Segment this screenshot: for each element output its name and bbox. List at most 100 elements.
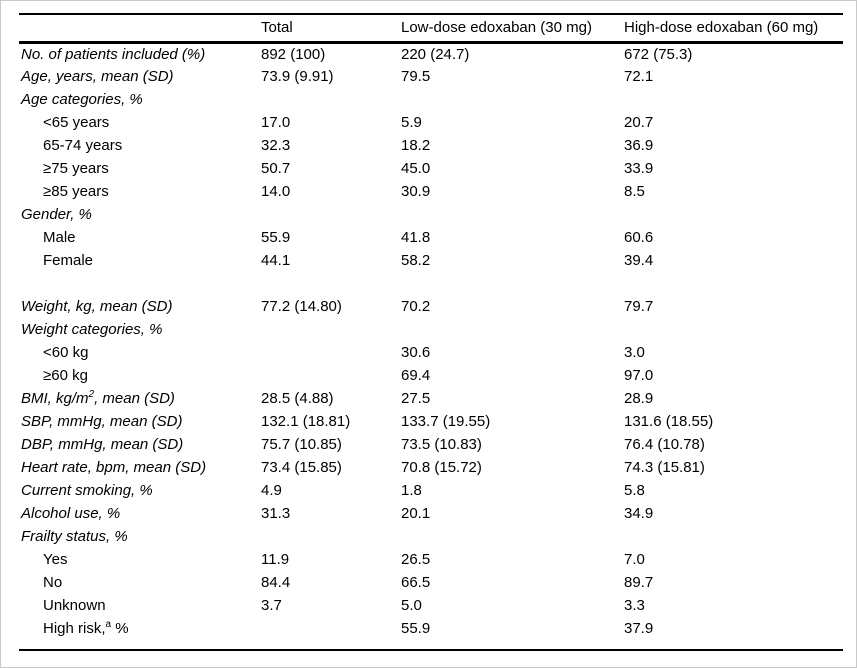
row-label-text: Age, years, mean (SD) (21, 68, 174, 85)
cell-total (261, 341, 401, 364)
row-label: Age categories, % (19, 88, 261, 111)
cell-total: 17.0 (261, 114, 291, 131)
row-label: ≥75 years (19, 157, 261, 180)
cell-total: 32.3 (261, 137, 291, 154)
cell-high-dose (624, 88, 843, 111)
row-label: Male (19, 226, 261, 249)
cell-high-dose: 28.9 (624, 390, 654, 407)
table-row: High risk,a % 55.9 37.9 (19, 617, 843, 640)
row-label: Age, years, mean (SD) (19, 65, 261, 88)
row-label: ≥85 years (19, 180, 261, 203)
cell-total (261, 525, 401, 548)
row-label: ≥60 kg (19, 364, 261, 387)
table-row: Heart rate, bpm, mean (SD) 73.4 (15.85) 70… (19, 456, 843, 479)
row-label: Alcohol use, % (19, 502, 261, 525)
row-label: Female (19, 249, 261, 272)
row-label-suffix: % (111, 620, 129, 637)
row-label-text: Gender, % (21, 206, 92, 223)
cell-total: 4.9 (261, 482, 282, 499)
row-label: No. of patients included (%) (19, 42, 261, 65)
cell-low-dose: 26.5 (401, 551, 431, 568)
table-row: No. of patients included (%) 892 (100) 220… (19, 42, 843, 65)
table-row: SBP, mmHg, mean (SD) 132.1 (18.81) 133.7 (… (19, 410, 843, 433)
cell-total (261, 272, 401, 295)
cell-high-dose: 37.9 (624, 620, 654, 637)
cell-high-dose: 8.5 (624, 183, 645, 200)
row-label-text: ≥85 years (43, 183, 109, 200)
row-label (19, 272, 261, 295)
row-label-suffix: , mean (SD) (94, 390, 175, 407)
table-row: Frailty status, % (19, 525, 843, 548)
row-label: Gender, % (19, 203, 261, 226)
cell-high-dose (624, 318, 843, 341)
row-label-text: Alcohol use, % (21, 505, 121, 522)
cell-high-dose: 79.7 (624, 298, 654, 315)
table-row: Weight categories, % (19, 318, 843, 341)
cell-high-dose: 36.9 (624, 137, 654, 154)
cell-total (261, 364, 401, 387)
cell-high-dose: 33.9 (624, 160, 654, 177)
row-label-text: Yes (43, 551, 68, 568)
cell-high-dose: 131.6 (18.55) (624, 413, 714, 430)
cell-high-dose: 39.4 (624, 252, 654, 269)
row-label: <65 years (19, 111, 261, 134)
cell-low-dose: 220 (24.7) (401, 45, 470, 63)
row-label: Current smoking, % (19, 479, 261, 502)
cell-total: 55.9 (261, 229, 291, 246)
table-row: <65 years 17.0 5.9 20.7 (19, 111, 843, 134)
cell-low-dose: 70.8 (15.72) (401, 459, 482, 476)
cell-low-dose: 30.9 (401, 183, 431, 200)
table-row: Weight, kg, mean (SD) 77.2 (14.80) 70.2 79.… (19, 295, 843, 318)
cell-total: 3.7 (261, 597, 282, 614)
row-label-text: <60 kg (43, 344, 89, 361)
cell-low-dose: 18.2 (401, 137, 431, 154)
row-label-text: Heart rate, bpm, mean (SD) (21, 459, 207, 476)
cell-low-dose (401, 525, 624, 548)
row-label: Unknown (19, 594, 261, 617)
cell-low-dose: 69.4 (401, 367, 431, 384)
cell-high-dose: 3.0 (624, 344, 645, 361)
row-label-text: DBP, mmHg, mean (SD) (21, 436, 184, 453)
cell-high-dose (624, 203, 843, 226)
cell-low-dose: 66.5 (401, 574, 431, 591)
cell-total: 31.3 (261, 505, 291, 522)
row-label-text: Current smoking, % (21, 482, 153, 499)
table-row: No 84.4 66.5 89.7 (19, 571, 843, 594)
cell-high-dose: 5.8 (624, 482, 645, 499)
cell-high-dose: 34.9 (624, 505, 654, 522)
column-header-high-dose: High-dose edoxaban (60 mg) (624, 14, 843, 44)
cell-low-dose (401, 272, 624, 295)
row-label: High risk,a % (19, 617, 261, 640)
cell-total: 50.7 (261, 160, 291, 177)
table-row: <60 kg 30.6 3.0 (19, 341, 843, 364)
column-header-low-dose: Low-dose edoxaban (30 mg) (401, 14, 624, 44)
cell-total: 132.1 (18.81) (261, 413, 351, 430)
row-label-text: BMI, kg/m (21, 390, 89, 407)
superscript: a (105, 619, 112, 630)
cell-high-dose: 74.3 (15.81) (624, 459, 705, 476)
cell-low-dose: 79.5 (401, 68, 431, 85)
cell-total: 14.0 (261, 183, 291, 200)
row-label-text: High risk, (43, 620, 106, 637)
table-row: Current smoking, % 4.9 1.8 5.8 (19, 479, 843, 502)
row-label: DBP, mmHg, mean (SD) (19, 433, 261, 456)
cell-high-dose: 76.4 (10.78) (624, 436, 705, 453)
cell-total (261, 203, 401, 226)
row-label: SBP, mmHg, mean (SD) (19, 410, 261, 433)
cell-high-dose: 89.7 (624, 574, 654, 591)
spacer-row (19, 272, 843, 295)
cell-total (261, 318, 401, 341)
table-row: 65-74 years 32.3 18.2 36.9 (19, 134, 843, 157)
header-row: Total Low-dose edoxaban (30 mg) High-dos… (19, 14, 843, 44)
table-row: Age, years, mean (SD) 73.9 (9.91) 79.5 72.1 (19, 65, 843, 88)
table-row: Unknown 3.7 5.0 3.3 (19, 594, 843, 617)
cell-total: 11.9 (261, 551, 290, 568)
cell-low-dose: 45.0 (401, 160, 431, 177)
row-label: Yes (19, 548, 261, 571)
cell-low-dose: 5.0 (401, 597, 422, 614)
cell-high-dose: 72.1 (624, 68, 654, 85)
baseline-characteristics-table-wrap: Total Low-dose edoxaban (30 mg) High-dos… (19, 13, 843, 651)
cell-low-dose: 133.7 (19.55) (401, 413, 491, 430)
cell-total (261, 88, 401, 111)
